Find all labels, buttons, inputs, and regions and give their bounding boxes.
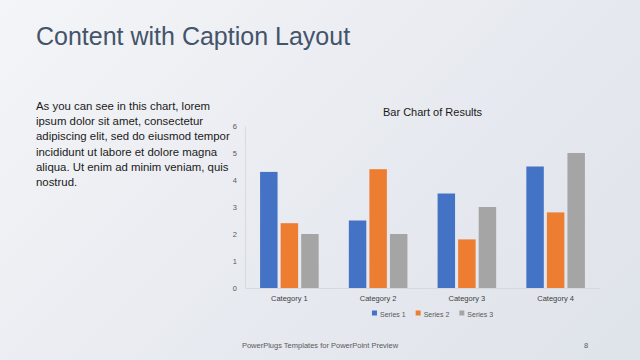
y-tick-label: 6 [233, 122, 237, 131]
legend-label: Series 2 [424, 311, 450, 318]
bar [567, 153, 584, 288]
footer: PowerPlugs Templates for PowerPoint Prev… [0, 341, 640, 350]
caption: As you can see in this chart, lorem ipsu… [36, 99, 236, 190]
x-axis: Category 1 Category 2 Category 3 Category 4 [246, 288, 601, 303]
chart: 0123456Category 1Category 2Category 3Cat… [0, 0, 640, 360]
bar [547, 212, 564, 288]
bar [281, 223, 298, 288]
y-tick: 3 [233, 203, 245, 212]
x-tick: Category 3 [449, 288, 486, 303]
y-tick: 0 [233, 284, 245, 293]
legend-label: Series 3 [467, 311, 493, 318]
y-tick-label: 1 [233, 257, 237, 266]
bar [526, 167, 543, 289]
y-tick: 2 [233, 230, 245, 239]
legend-item: Series 2 [416, 311, 450, 318]
y-tick-label: 2 [233, 230, 237, 239]
x-axis-line [246, 288, 601, 289]
x-tick-label: Category 4 [537, 294, 574, 303]
legend-item: Series 1 [372, 311, 406, 318]
chart-title: Bar Chart of Results [383, 106, 483, 118]
legend-item: Series 3 [459, 311, 493, 318]
y-tick: 5 [233, 149, 245, 158]
slide-title: Content with Caption Layout [36, 22, 350, 51]
legend: Series 1 Series 2 Series 3 [372, 311, 493, 318]
y-tick-label: 4 [233, 176, 237, 185]
legend-swatch [459, 311, 464, 316]
y-axis-line [245, 127, 246, 289]
y-axis: 0 1 2 3 4 5 6 [233, 122, 246, 293]
bar [458, 239, 475, 288]
y-tick-label: 5 [233, 149, 237, 158]
y-tick: 1 [233, 257, 245, 266]
bars [260, 153, 585, 288]
y-tick: 4 [233, 176, 245, 185]
y-tick-label: 3 [233, 203, 237, 212]
y-tick: 6 [233, 122, 245, 131]
bar [438, 194, 455, 289]
legend-swatch [372, 311, 377, 316]
bar [349, 221, 366, 289]
page-number: 8 [584, 341, 588, 350]
bar [390, 234, 407, 288]
x-tick: Category 2 [360, 288, 397, 303]
legend-label: Series 1 [380, 311, 406, 318]
x-tick-label: Category 2 [360, 294, 397, 303]
bar [479, 207, 496, 288]
bar [260, 172, 277, 288]
legend-swatch [416, 311, 421, 316]
y-tick-label: 0 [233, 284, 237, 293]
bar [369, 169, 386, 288]
x-tick-label: Category 3 [449, 294, 486, 303]
x-tick-label: Category 1 [271, 294, 308, 303]
x-tick: Category 1 [271, 288, 308, 303]
x-tick: Category 4 [537, 288, 574, 303]
bar [301, 234, 318, 288]
